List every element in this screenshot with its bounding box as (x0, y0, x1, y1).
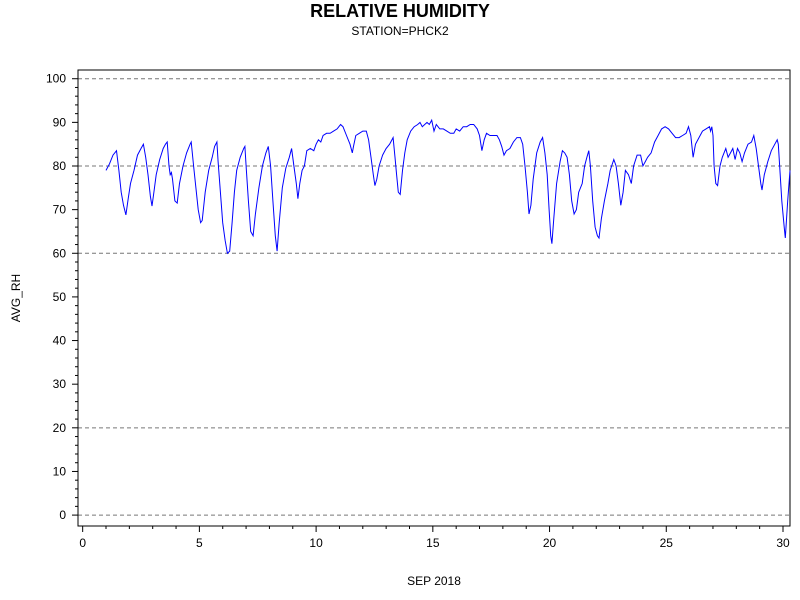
y-tick-label: 100 (46, 72, 66, 86)
y-tick-label: 90 (53, 115, 67, 129)
x-tick-label: 30 (776, 536, 790, 550)
y-tick-label: 70 (53, 203, 67, 217)
x-tick-label: 15 (426, 536, 440, 550)
x-axis-label: SEP 2018 (407, 574, 461, 588)
y-tick-label: 40 (53, 334, 67, 348)
series-layer (105, 118, 791, 255)
y-tick-label: 10 (53, 464, 67, 478)
series-line-avg-rh (105, 118, 791, 255)
y-tick-label: 80 (53, 159, 67, 173)
chart-title: RELATIVE HUMIDITY (310, 1, 490, 21)
chart-subtitle: STATION=PHCK2 (351, 24, 449, 38)
x-tick-label: 25 (660, 536, 674, 550)
x-tick-label: 0 (79, 536, 86, 550)
plot-frame (77, 69, 791, 527)
y-tick-label: 30 (53, 377, 67, 391)
x-tick-label: 10 (309, 536, 323, 550)
x-axis: 0 5 10 15 20 25 30 (79, 526, 790, 550)
y-axis-label: AVG_RH (9, 274, 23, 322)
y-tick-label: 60 (53, 246, 67, 260)
y-tick-label: 20 (53, 421, 67, 435)
y-tick-label: 0 (59, 508, 66, 522)
x-tick-label: 20 (543, 536, 557, 550)
x-tick-label: 5 (196, 536, 203, 550)
grid-lines (78, 78, 790, 516)
y-axis: 0 10 20 30 40 50 60 70 80 90 100 (46, 72, 78, 522)
y-tick-label: 50 (53, 290, 67, 304)
